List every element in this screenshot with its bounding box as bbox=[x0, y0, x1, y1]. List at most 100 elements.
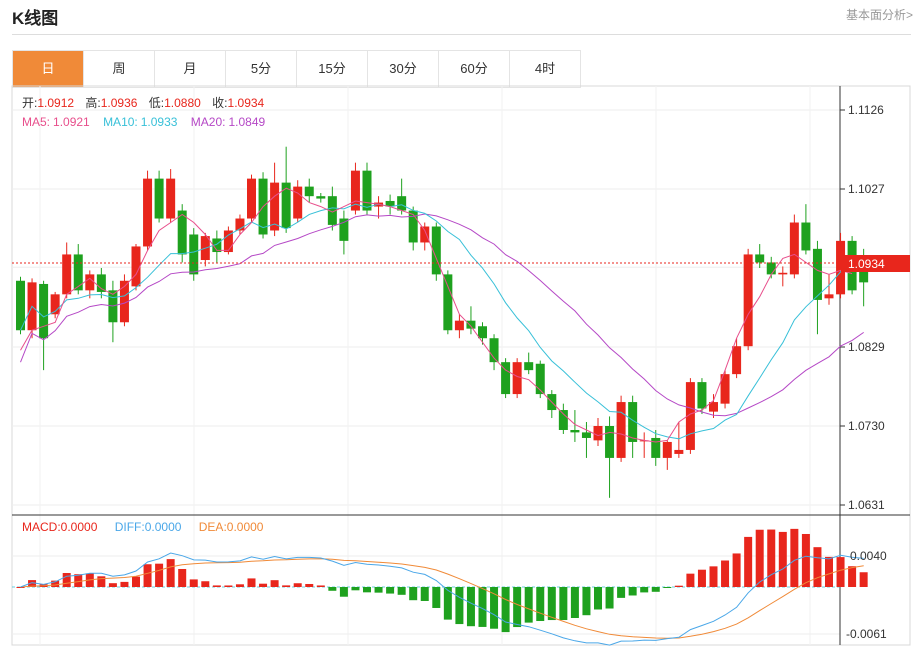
macd-bar bbox=[663, 587, 672, 588]
macd-bar bbox=[74, 574, 83, 587]
diff-line bbox=[20, 552, 864, 646]
candle-body bbox=[697, 382, 707, 409]
candle-body bbox=[327, 196, 337, 225]
macd-bar bbox=[859, 572, 868, 587]
macd-bar bbox=[97, 576, 106, 587]
candle-body bbox=[431, 226, 441, 275]
candle-body bbox=[143, 178, 153, 247]
ohlc-readout: 开:1.0912 高:1.0936 低:1.0880 收:1.0934 bbox=[22, 95, 265, 110]
candle-body bbox=[39, 283, 49, 339]
macd-bar bbox=[778, 531, 787, 587]
macd-bar bbox=[836, 557, 845, 587]
candle-body bbox=[454, 320, 464, 331]
macd-bar bbox=[62, 573, 71, 587]
price-tick-label: 1.1027 bbox=[848, 182, 885, 196]
candle-body bbox=[397, 196, 407, 211]
candle-body bbox=[385, 200, 395, 207]
candle-body bbox=[501, 362, 511, 395]
price-tick-label: 1.0730 bbox=[848, 419, 885, 433]
tab-5min[interactable]: 5分 bbox=[226, 51, 297, 87]
macd-bar bbox=[617, 587, 626, 598]
tab-month[interactable]: 月 bbox=[155, 51, 226, 87]
candle-body bbox=[154, 178, 164, 219]
candle-body bbox=[732, 346, 742, 375]
dea-line bbox=[20, 558, 864, 639]
macd-bar bbox=[594, 587, 602, 610]
page-title: K线图 bbox=[12, 9, 59, 28]
macd-bar bbox=[178, 568, 187, 587]
macd-bar bbox=[559, 587, 568, 621]
candles bbox=[16, 146, 869, 498]
candle-body bbox=[119, 280, 129, 323]
macd-bar bbox=[825, 556, 833, 587]
candle-body bbox=[96, 274, 106, 292]
macd-bar bbox=[501, 587, 510, 633]
macd-bar bbox=[270, 580, 279, 587]
candle-body bbox=[270, 182, 280, 231]
ma-readout: MA5: 1.0921 MA10: 1.0933 MA20: 1.0849 bbox=[22, 115, 266, 129]
candle-body bbox=[212, 238, 222, 253]
tab-15min[interactable]: 15分 bbox=[297, 51, 368, 87]
candle-body bbox=[166, 178, 176, 219]
tab-4hour[interactable]: 4时 bbox=[510, 51, 581, 87]
macd-bar bbox=[409, 587, 418, 601]
macd-bar bbox=[420, 587, 429, 601]
candle-body bbox=[304, 186, 314, 197]
candle-body bbox=[581, 432, 591, 438]
candle-body bbox=[616, 402, 626, 458]
tab-30min[interactable]: 30分 bbox=[368, 51, 439, 87]
macd-bar bbox=[582, 587, 591, 616]
macd-bar bbox=[351, 587, 360, 591]
macd-bar bbox=[166, 559, 175, 587]
macd-bar bbox=[316, 585, 325, 587]
tab-60min[interactable]: 60分 bbox=[439, 51, 510, 87]
tab-week[interactable]: 周 bbox=[84, 51, 155, 87]
candle-body bbox=[743, 254, 753, 347]
candle-body bbox=[189, 234, 199, 275]
tab-day[interactable]: 日 bbox=[13, 51, 84, 87]
macd-bar bbox=[640, 587, 649, 593]
price-tick-label: 1.0631 bbox=[848, 498, 885, 512]
macd-bar bbox=[155, 563, 164, 587]
macd-bar bbox=[801, 533, 810, 587]
macd-bar bbox=[432, 587, 441, 608]
macd-bar bbox=[651, 587, 660, 592]
macd-bar bbox=[732, 553, 741, 587]
macd-bar bbox=[455, 587, 464, 625]
header-divider bbox=[12, 34, 911, 35]
macd-bar bbox=[143, 564, 152, 587]
macd-bar bbox=[490, 587, 499, 629]
candle-body bbox=[362, 170, 372, 211]
macd-bar bbox=[443, 587, 452, 620]
candle-body bbox=[350, 170, 360, 211]
last-price-tag bbox=[841, 255, 910, 272]
grid bbox=[12, 86, 840, 645]
macd-bar bbox=[767, 529, 776, 587]
candle-body bbox=[662, 441, 672, 458]
candle-body bbox=[709, 402, 718, 412]
macd-bar bbox=[721, 560, 730, 587]
macd-bar bbox=[339, 587, 348, 597]
candle-body bbox=[628, 402, 638, 442]
candle-body bbox=[778, 272, 788, 275]
macd-bar bbox=[478, 587, 487, 627]
candle-body bbox=[489, 338, 499, 363]
candle-body bbox=[293, 186, 303, 219]
candle-body bbox=[720, 374, 730, 404]
macd-bar bbox=[848, 566, 857, 587]
macd-bar bbox=[16, 587, 25, 588]
candle-body bbox=[593, 426, 603, 441]
candle-body bbox=[73, 254, 83, 291]
candle-body bbox=[466, 320, 476, 329]
candle-body bbox=[674, 449, 684, 454]
macd-tick-top: 0.0040 bbox=[850, 549, 887, 563]
candle-body bbox=[651, 437, 661, 458]
fundamental-analysis-link[interactable]: 基本面分析> bbox=[845, 8, 913, 22]
macd-bar bbox=[51, 580, 60, 587]
macd-bar bbox=[513, 587, 522, 628]
macd-bar bbox=[755, 529, 764, 587]
macd-pane bbox=[12, 528, 868, 646]
macd-bar bbox=[282, 585, 291, 587]
candle-body bbox=[177, 210, 187, 255]
